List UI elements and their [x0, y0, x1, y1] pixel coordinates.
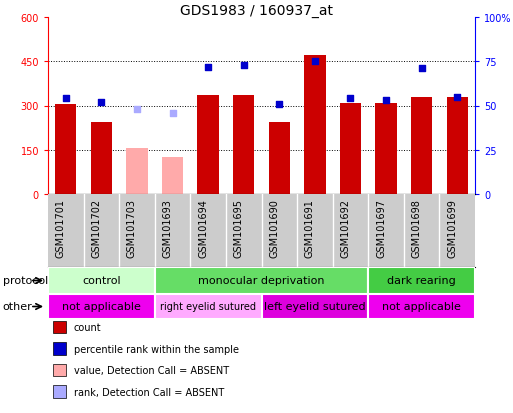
- FancyBboxPatch shape: [368, 267, 475, 294]
- Text: GSM101702: GSM101702: [91, 198, 102, 257]
- Text: GSM101694: GSM101694: [198, 198, 208, 257]
- Text: percentile rank within the sample: percentile rank within the sample: [74, 344, 239, 354]
- FancyBboxPatch shape: [262, 294, 368, 319]
- Point: [204, 64, 212, 71]
- FancyBboxPatch shape: [48, 267, 155, 294]
- Bar: [162, 158, 183, 195]
- Text: GDS1983 / 160937_at: GDS1983 / 160937_at: [180, 4, 333, 18]
- Bar: [91, 122, 112, 195]
- Text: GSM101701: GSM101701: [56, 198, 66, 257]
- Bar: [269, 122, 290, 195]
- Text: other: other: [3, 302, 32, 312]
- Bar: [376, 103, 397, 195]
- Bar: [340, 103, 361, 195]
- Bar: [446, 97, 468, 195]
- Text: left eyelid sutured: left eyelid sutured: [264, 302, 366, 312]
- Text: not applicable: not applicable: [62, 302, 141, 312]
- Text: GSM101690: GSM101690: [269, 198, 279, 257]
- Point: [62, 96, 70, 102]
- Point: [346, 96, 354, 102]
- Bar: [55, 105, 76, 195]
- FancyBboxPatch shape: [155, 267, 368, 294]
- Text: GSM101699: GSM101699: [447, 198, 457, 257]
- FancyBboxPatch shape: [48, 294, 155, 319]
- Text: GSM101693: GSM101693: [163, 198, 172, 257]
- Text: count: count: [74, 322, 101, 332]
- Point: [382, 97, 390, 104]
- Bar: [304, 56, 326, 195]
- Text: GSM101691: GSM101691: [305, 198, 315, 257]
- Text: monocular deprivation: monocular deprivation: [198, 276, 325, 286]
- Point: [168, 110, 176, 116]
- Point: [275, 101, 283, 108]
- Point: [97, 100, 106, 106]
- FancyBboxPatch shape: [155, 294, 262, 319]
- Bar: [233, 96, 254, 195]
- Text: GSM101697: GSM101697: [376, 198, 386, 257]
- Point: [133, 107, 141, 113]
- Bar: [198, 96, 219, 195]
- Bar: [126, 149, 148, 195]
- Text: dark rearing: dark rearing: [387, 276, 456, 286]
- Point: [418, 66, 426, 72]
- Text: control: control: [82, 276, 121, 286]
- FancyBboxPatch shape: [368, 294, 475, 319]
- Text: GSM101695: GSM101695: [234, 198, 244, 257]
- Point: [311, 59, 319, 65]
- Point: [453, 94, 461, 101]
- Text: GSM101698: GSM101698: [411, 198, 422, 257]
- Text: value, Detection Call = ABSENT: value, Detection Call = ABSENT: [74, 365, 229, 375]
- Text: GSM101692: GSM101692: [341, 198, 350, 257]
- Bar: [411, 97, 432, 195]
- Text: GSM101703: GSM101703: [127, 198, 137, 257]
- Text: rank, Detection Call = ABSENT: rank, Detection Call = ABSENT: [74, 387, 224, 396]
- Text: not applicable: not applicable: [382, 302, 461, 312]
- Text: right eyelid sutured: right eyelid sutured: [160, 302, 256, 312]
- Text: protocol: protocol: [3, 276, 48, 286]
- Point: [240, 62, 248, 69]
